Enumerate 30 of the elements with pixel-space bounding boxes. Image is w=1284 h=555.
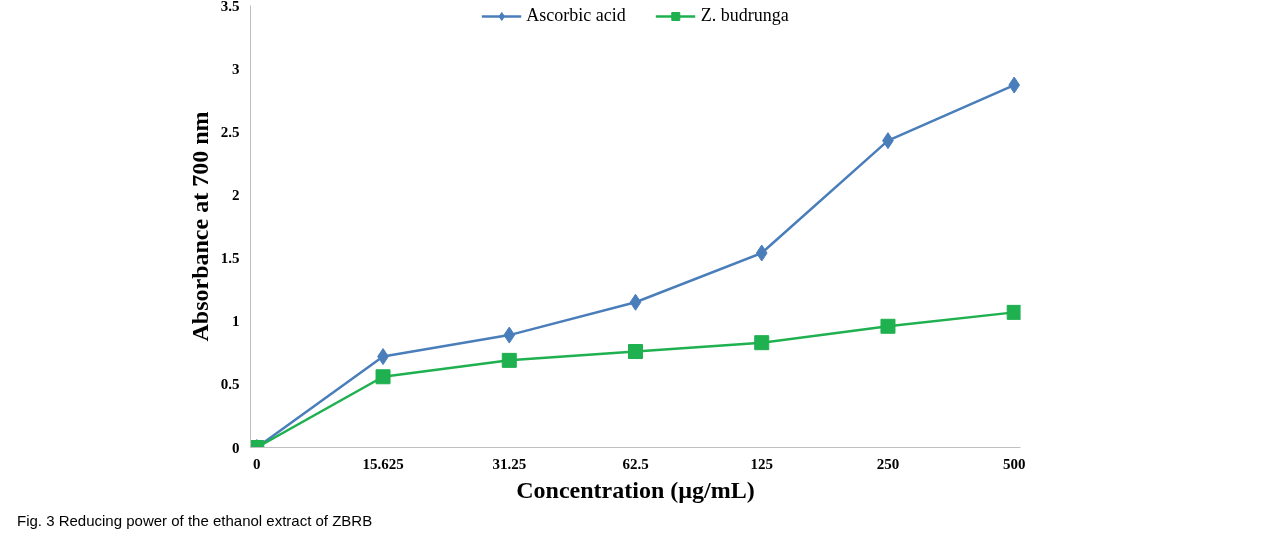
point (1006, 304, 1021, 320)
point (629, 293, 642, 311)
y-axis-title: Absorbance at 700 nm (186, 111, 213, 342)
legend-label: Ascorbic acid (526, 5, 626, 26)
point (501, 352, 517, 368)
x-tick-label: 250 (876, 455, 900, 472)
y-tick-label: 0.5 (220, 376, 240, 393)
point (628, 344, 643, 360)
y-tick-label: 3 (232, 60, 240, 77)
x-tick-label: 500 (1002, 455, 1026, 472)
x-tick-label: 62.5 (622, 455, 649, 472)
point (880, 318, 896, 334)
point (1008, 76, 1021, 94)
y-tick-label: 2 (232, 186, 240, 203)
point (375, 369, 391, 385)
x-axis-title: Concentration (µg/mL) (516, 476, 755, 503)
y-tick-label: 2.5 (220, 123, 240, 140)
legend-label: Z. budrunga (700, 5, 789, 26)
point (755, 244, 768, 262)
point (754, 335, 770, 351)
x-tick-label: 15.625 (362, 455, 404, 472)
y-tick-label: 3.5 (220, 0, 240, 14)
x-tick-label: 125 (750, 455, 773, 472)
y-tick-label: 1.5 (220, 250, 240, 267)
y-tick-label: 1 (232, 313, 240, 330)
point (503, 326, 516, 344)
caption: Fig. 3 Reducing power of the ethanol extract of ZBRB (17, 511, 373, 531)
x-tick-label: 31.25 (492, 455, 527, 472)
x-tick-label: 0 (253, 455, 261, 472)
y-tick-label: 0 (232, 439, 240, 456)
